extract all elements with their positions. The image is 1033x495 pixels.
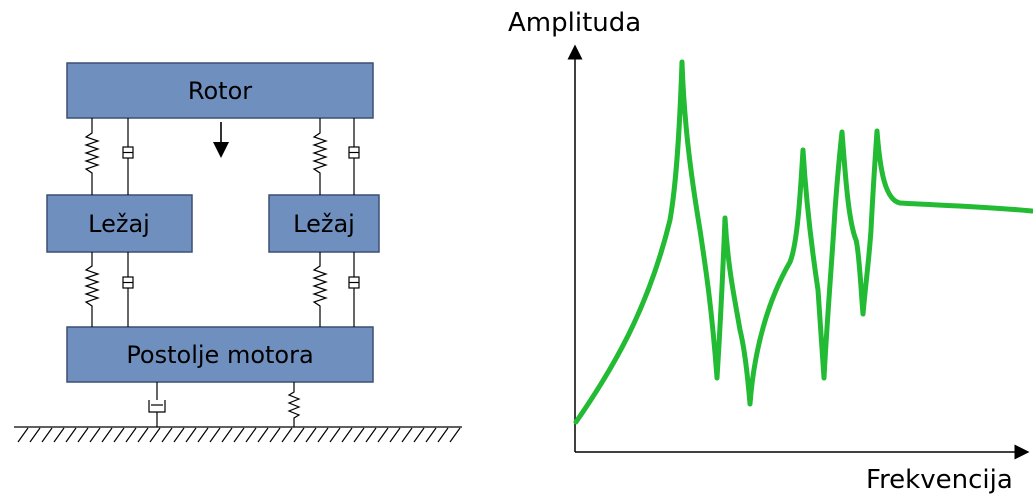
bearing-left-block	[46, 194, 193, 253]
base-label: Postolje motora	[126, 341, 313, 369]
bearing-left-label: Ležaj	[88, 210, 150, 238]
rotor-block	[66, 62, 374, 119]
bearing-right-label: Ležaj	[293, 210, 355, 238]
spring-rotor-left-bearing	[84, 118, 100, 195]
rotor-label: Rotor	[188, 77, 252, 105]
ground	[14, 426, 462, 443]
y-axis-title: Amplituda	[508, 8, 641, 38]
response-curve	[573, 59, 1033, 425]
damper-base-ground	[148, 382, 166, 427]
x-axis-title: Frekvencija	[866, 465, 1013, 495]
bearing-right-block	[268, 194, 380, 253]
damper-left-bearing-base	[122, 252, 134, 327]
damper-rotor-left-bearing	[122, 118, 134, 195]
spring-right-bearing-base	[312, 252, 328, 327]
spring-base-ground	[287, 382, 301, 427]
base-block	[66, 326, 374, 383]
frequency-response-plot: Amplituda Frekvencija	[508, 8, 1033, 495]
rotor-system-diagram: Rotor Ležaj Ležaj Postolje motora	[14, 62, 462, 443]
spring-left-bearing-base	[84, 252, 100, 327]
damper-right-bearing-base	[348, 252, 360, 327]
spring-rotor-right-bearing	[312, 118, 328, 195]
damper-rotor-right-bearing	[348, 118, 360, 195]
